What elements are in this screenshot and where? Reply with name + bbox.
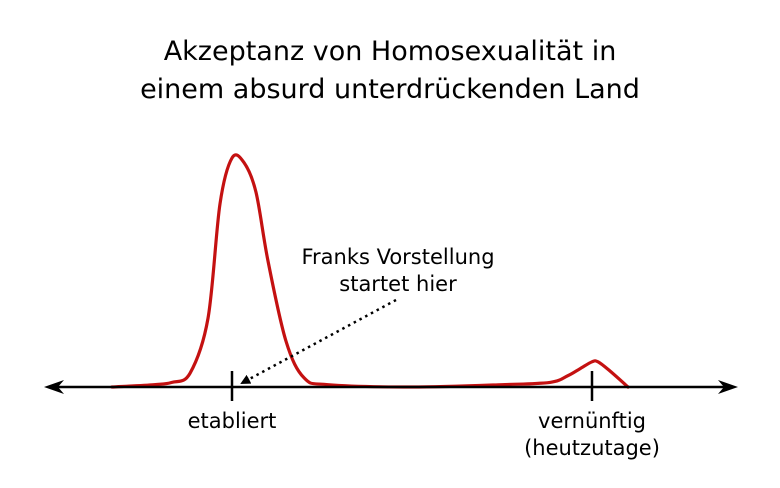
x-tick-label: (heutzutage) (524, 436, 660, 460)
x-tick-label: vernünftig (538, 409, 646, 433)
annotation-arrow (240, 298, 397, 385)
chart-title-line-2: einem absurd unterdrückenden Land (140, 74, 640, 105)
series-curve (110, 153, 630, 389)
x-axis-left-arrow (44, 380, 64, 394)
x-tick-label: etabliert (187, 409, 277, 433)
chart-title-line-1: Akzeptanz von Homosexualität in (163, 36, 617, 67)
x-axis-right-arrow (718, 380, 738, 394)
annotation-text: Franks Vorstellung (301, 245, 495, 269)
annotation-text: startet hier (339, 272, 457, 296)
